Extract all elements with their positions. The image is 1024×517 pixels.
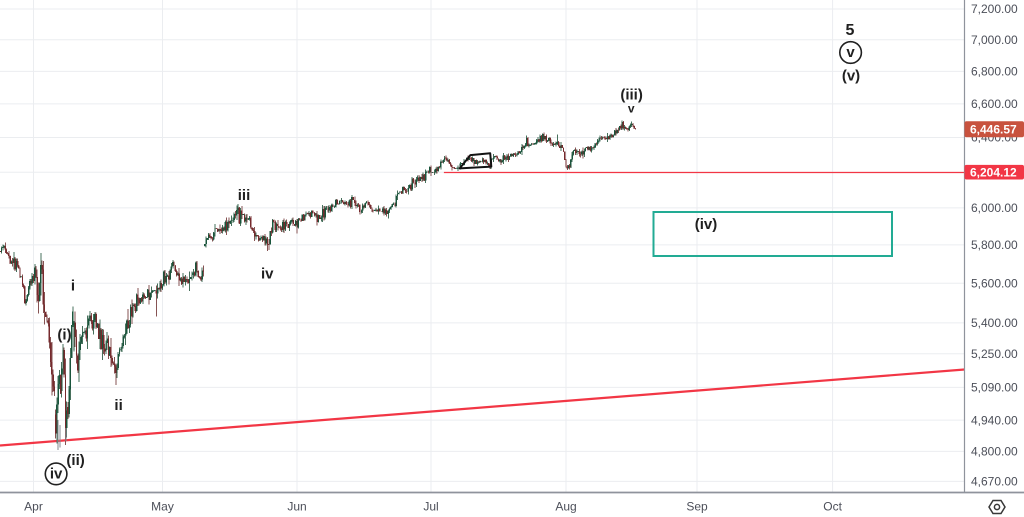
- svg-text:iv: iv: [261, 266, 274, 283]
- svg-text:4,940.00: 4,940.00: [971, 413, 1018, 427]
- svg-text:Jun: Jun: [287, 500, 306, 514]
- svg-text:Aug: Aug: [555, 500, 576, 514]
- svg-text:5: 5: [846, 22, 855, 39]
- svg-text:(i): (i): [57, 327, 71, 344]
- svg-text:6,446.57: 6,446.57: [970, 123, 1017, 137]
- svg-text:7,000.00: 7,000.00: [971, 33, 1018, 47]
- svg-text:v: v: [628, 102, 635, 116]
- svg-text:Sep: Sep: [686, 500, 708, 514]
- svg-text:6,204.12: 6,204.12: [970, 166, 1017, 180]
- svg-text:(v): (v): [842, 68, 860, 85]
- svg-text:4,670.00: 4,670.00: [971, 475, 1018, 489]
- svg-text:iii: iii: [238, 187, 251, 204]
- svg-text:(iv): (iv): [695, 216, 718, 233]
- svg-text:iv: iv: [50, 466, 63, 483]
- svg-text:5,600.00: 5,600.00: [971, 276, 1018, 290]
- svg-text:5,800.00: 5,800.00: [971, 238, 1018, 252]
- svg-text:6,800.00: 6,800.00: [971, 65, 1018, 79]
- svg-text:Jul: Jul: [423, 500, 438, 514]
- svg-text:(iii): (iii): [620, 87, 643, 104]
- svg-text:v: v: [846, 44, 855, 61]
- svg-text:May: May: [151, 500, 174, 514]
- svg-text:5,090.00: 5,090.00: [971, 381, 1018, 395]
- svg-text:5,250.00: 5,250.00: [971, 347, 1018, 361]
- svg-text:ii: ii: [114, 397, 122, 414]
- svg-text:7,200.00: 7,200.00: [971, 2, 1018, 16]
- svg-text:i: i: [71, 278, 75, 295]
- svg-text:Apr: Apr: [24, 500, 43, 514]
- svg-text:Oct: Oct: [823, 500, 842, 514]
- svg-text:6,600.00: 6,600.00: [971, 97, 1018, 111]
- svg-text:6,000.00: 6,000.00: [971, 201, 1018, 215]
- svg-text:4,800.00: 4,800.00: [971, 445, 1018, 459]
- svg-text:(ii): (ii): [66, 452, 84, 469]
- svg-text:5,400.00: 5,400.00: [971, 316, 1018, 330]
